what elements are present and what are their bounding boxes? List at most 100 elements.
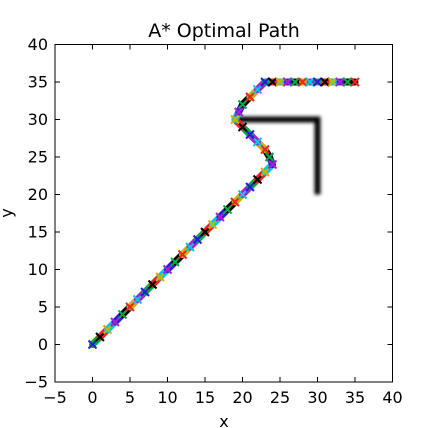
path-point-marker (230, 114, 240, 125)
marker-stroke (237, 122, 248, 132)
marker-stroke (267, 77, 278, 87)
marker-stroke (237, 99, 248, 110)
marker-stroke (350, 77, 360, 87)
x-axis-label: x (219, 412, 228, 428)
plot-frame (54, 44, 393, 383)
marker-stroke (252, 174, 263, 185)
path-point-marker (102, 324, 113, 335)
marker-stroke (177, 249, 188, 260)
marker-stroke (275, 77, 285, 87)
path-point-marker (117, 309, 128, 320)
path-point-marker (335, 77, 345, 87)
y-tick-label: 25 (28, 148, 48, 167)
path-point-marker (140, 287, 150, 297)
path-point-marker (125, 302, 135, 312)
path-point-marker (87, 339, 98, 350)
path-point-marker (264, 152, 275, 162)
marker-stroke (230, 114, 240, 125)
x-tick-label: 0 (87, 388, 97, 407)
marker-stroke (237, 189, 248, 200)
path-point-marker (95, 332, 105, 342)
marker-stroke (312, 77, 323, 87)
marker-stroke (264, 152, 275, 162)
path-point-marker (342, 77, 353, 87)
x-tick-label: 35 (345, 388, 365, 407)
path-point-marker (312, 77, 323, 87)
path-point-marker (252, 174, 263, 185)
marker-stroke (305, 77, 315, 87)
marker-stroke (260, 144, 270, 155)
marker-stroke (110, 317, 120, 327)
path-point-marker (350, 77, 360, 87)
marker-stroke (252, 137, 263, 147)
path-point-marker (305, 77, 315, 87)
marker-stroke (230, 197, 240, 207)
marker-stroke (87, 339, 98, 350)
path-point-marker (267, 77, 278, 87)
y-tick-label: 40 (28, 35, 48, 54)
marker-stroke (222, 204, 233, 215)
path-point-marker (237, 99, 248, 110)
marker-stroke (267, 159, 278, 170)
marker-stroke (260, 77, 270, 87)
plot-area (87, 77, 360, 350)
path-point-marker (110, 317, 120, 327)
path-point-marker (245, 92, 255, 102)
x-tick-label: 30 (307, 388, 327, 407)
path-point-marker (267, 159, 278, 170)
marker-stroke (155, 272, 165, 282)
marker-stroke (260, 167, 270, 177)
marker-stroke (234, 107, 244, 117)
path-point-marker (297, 77, 308, 87)
marker-stroke (215, 212, 225, 222)
path-point-marker (245, 129, 255, 140)
marker-stroke (147, 279, 158, 290)
marker-stroke (117, 309, 128, 320)
path-point-marker (282, 77, 293, 87)
y-tick-label: 5 (38, 298, 48, 317)
x-tick-label: 10 (157, 388, 177, 407)
x-axis: −5 0 5 10 15 20 25 30 35 40 (43, 44, 403, 407)
path-point-marker (237, 122, 248, 132)
marker-stroke (162, 264, 173, 275)
marker-stroke (207, 219, 218, 230)
x-tick-label: 25 (270, 388, 290, 407)
path-point-marker (252, 84, 263, 95)
marker-stroke (132, 294, 143, 305)
path-point-marker (170, 257, 180, 267)
path-point-marker (252, 137, 263, 147)
marker-stroke (200, 227, 210, 237)
y-tick-label: 10 (28, 260, 48, 279)
marker-stroke (185, 242, 195, 252)
path-point-marker (245, 182, 255, 192)
path-point-marker (260, 167, 270, 177)
marker-stroke (245, 129, 255, 140)
path-point-marker (185, 242, 195, 252)
marker-stroke (140, 287, 150, 297)
y-axis: −5 0 5 10 15 20 25 30 35 40 (24, 35, 393, 392)
marker-stroke (245, 182, 255, 192)
y-tick-label: 35 (28, 73, 48, 92)
path-point-marker (327, 77, 338, 87)
marker-stroke (342, 77, 353, 87)
x-tick-label: 40 (382, 388, 402, 407)
marker-stroke (95, 332, 105, 342)
marker-stroke (170, 257, 180, 267)
obstacle-wall (235, 116, 321, 195)
marker-stroke (282, 77, 293, 87)
y-tick-label: 20 (28, 185, 48, 204)
path-point-marker (207, 219, 218, 230)
marker-stroke (290, 77, 300, 87)
path-point-marker (192, 234, 203, 245)
path-point-marker (147, 279, 158, 290)
marker-stroke (297, 77, 308, 87)
y-tick-label: 15 (28, 223, 48, 242)
x-tick-label: 5 (125, 388, 135, 407)
path-point-marker (260, 77, 270, 87)
path-point-marker (215, 212, 225, 222)
marker-stroke (320, 77, 330, 87)
path-point-marker (132, 294, 143, 305)
path-point-marker (275, 77, 285, 87)
x-tick-label: 20 (232, 388, 252, 407)
